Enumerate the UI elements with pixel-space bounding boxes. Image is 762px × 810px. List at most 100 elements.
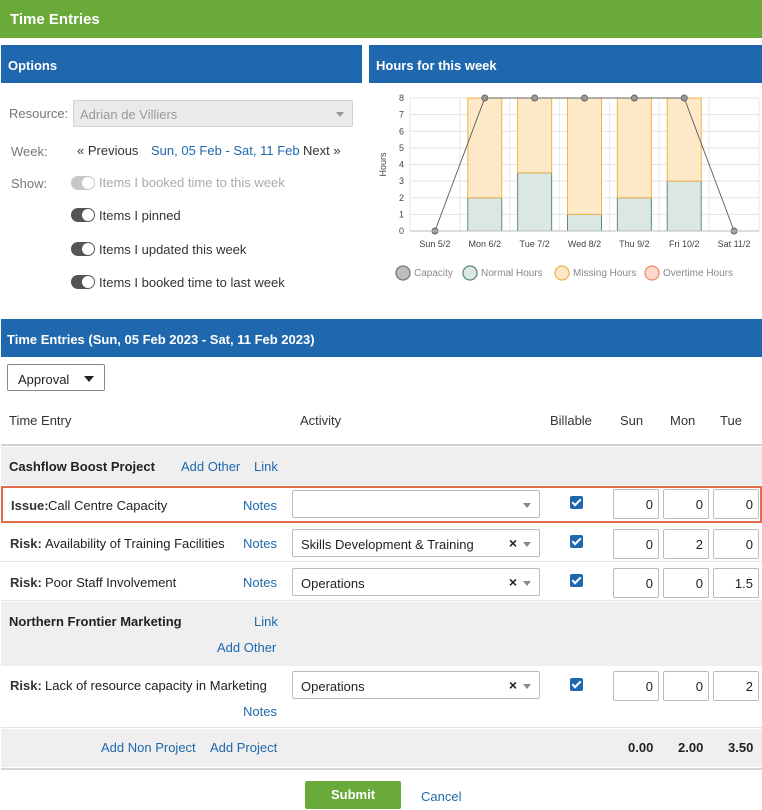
- bar-missing-hours: [567, 97, 602, 215]
- entry-name: Call Centre Capacity: [48, 498, 168, 513]
- tue-hours-input[interactable]: 1.5: [713, 568, 759, 598]
- group-link[interactable]: Link: [254, 614, 278, 629]
- legend-swatch: [554, 265, 570, 281]
- activity-value: Operations: [301, 576, 365, 591]
- options-panel: Resource: Adrian de Villiers Week: « Pre…: [1, 83, 362, 309]
- clear-icon[interactable]: ×: [508, 535, 517, 551]
- hours-chart-panel: 0 1 2 3 4 5 6 7 8 Hours Sun 5/2 Mon 6/2 Tue 7/2 Wed 8…: [369, 83, 762, 296]
- toggle-label-updated-this-week: Items I updated this week: [99, 242, 247, 257]
- toggle-pinned[interactable]: [71, 208, 95, 222]
- legend-swatch: [395, 265, 411, 281]
- legend-label: Overtime Hours: [663, 268, 733, 279]
- entry-name: Poor Staff Involvement: [45, 575, 177, 590]
- tue-hours-input[interactable]: 2: [713, 671, 759, 701]
- approval-dropdown[interactable]: Approval: [7, 364, 105, 391]
- billable-checkbox[interactable]: [570, 574, 583, 587]
- submit-button[interactable]: Submit: [305, 781, 401, 809]
- chevron-down-icon: [523, 542, 531, 547]
- sun-hours-input[interactable]: 0: [613, 671, 659, 701]
- app-title: Time Entries: [10, 11, 100, 28]
- x-tick-label: Fri 10/2: [669, 239, 700, 249]
- billable-checkbox[interactable]: [570, 496, 583, 509]
- chevron-down-icon: [523, 503, 531, 508]
- notes-link[interactable]: Notes: [243, 498, 277, 513]
- group-header: Northern Frontier Marketing Link Add Oth…: [1, 602, 762, 666]
- billable-checkbox[interactable]: [570, 535, 583, 548]
- tue-hours-input[interactable]: 0: [713, 489, 759, 519]
- group-name: Cashflow Boost Project: [9, 459, 155, 474]
- y-tick-label: 8: [399, 93, 404, 103]
- totals-row: Add Non Project Add Project 0.00 2.00 3.…: [1, 729, 762, 767]
- col-time-entry: Time Entry: [9, 413, 72, 428]
- x-tick-label: Mon 6/2: [469, 239, 502, 249]
- sun-hours-input[interactable]: 0: [613, 529, 659, 559]
- week-label: Week:: [11, 144, 48, 159]
- mon-hours-input[interactable]: 0: [663, 489, 709, 519]
- entry-type: Issue:: [11, 498, 49, 513]
- billable-checkbox[interactable]: [570, 678, 583, 691]
- capacity-point: [481, 94, 489, 102]
- y-axis-label: Hours: [378, 152, 388, 177]
- previous-week-link[interactable]: « Previous: [77, 143, 139, 158]
- legend-swatch: [644, 265, 660, 281]
- clear-icon[interactable]: ×: [508, 574, 517, 590]
- sun-hours-input[interactable]: 0: [613, 568, 659, 598]
- approval-label: Approval: [18, 372, 70, 387]
- add-project-link[interactable]: Add Project: [210, 740, 278, 755]
- add-other-link[interactable]: Add Other: [217, 640, 277, 655]
- y-tick-label: 7: [399, 110, 404, 120]
- col-mon: Mon: [670, 413, 696, 428]
- bar-missing-hours: [467, 97, 503, 199]
- total-mon: 2.00: [678, 740, 704, 755]
- sun-hours-input[interactable]: 0: [613, 489, 659, 519]
- col-billable: Billable: [550, 413, 592, 428]
- next-week-link[interactable]: Next »: [303, 143, 341, 158]
- toggle-updated-this-week[interactable]: [71, 242, 95, 256]
- add-non-project-link[interactable]: Add Non Project: [101, 740, 196, 755]
- bar-normal-hours: [467, 197, 503, 232]
- cancel-link[interactable]: Cancel: [421, 789, 462, 804]
- x-tick-label: Sun 5/2: [419, 239, 450, 249]
- notes-link[interactable]: Notes: [243, 704, 277, 719]
- week-range[interactable]: Sun, 05 Feb - Sat, 11 Feb: [151, 143, 300, 158]
- chevron-down-icon: [523, 684, 531, 689]
- footer-divider: [1, 768, 762, 770]
- add-other-link[interactable]: Add Other: [181, 459, 241, 474]
- y-tick-label: 4: [399, 160, 404, 170]
- y-tick-label: 5: [399, 143, 404, 153]
- mon-hours-input[interactable]: 0: [663, 671, 709, 701]
- y-tick-label: 6: [399, 126, 404, 136]
- entry-type: Risk:: [10, 536, 42, 551]
- activity-select[interactable]: [292, 490, 540, 518]
- app-title-bar: Time Entries: [0, 0, 762, 38]
- bar-normal-hours: [567, 213, 602, 232]
- notes-link[interactable]: Notes: [243, 536, 277, 551]
- toggle-booked-last-week[interactable]: [71, 275, 95, 289]
- mon-hours-input[interactable]: 0: [663, 568, 709, 598]
- resource-select: Adrian de Villiers: [73, 100, 353, 127]
- entry-name: Availability of Training Facilities: [45, 536, 225, 551]
- activity-select[interactable]: Skills Development & Training ×: [292, 529, 540, 557]
- y-tick-label: 2: [399, 193, 404, 203]
- toggle-label-booked-last-week: Items I booked time to last week: [99, 275, 285, 290]
- activity-select[interactable]: Operations ×: [292, 671, 540, 699]
- activity-value: Skills Development & Training: [301, 537, 474, 552]
- caret-down-icon: [84, 376, 94, 382]
- capacity-point: [680, 94, 688, 102]
- chart-panel-title: Hours for this week: [376, 58, 497, 73]
- mon-hours-input[interactable]: 2: [663, 529, 709, 559]
- group-link[interactable]: Link: [254, 459, 278, 474]
- legend-label: Normal Hours: [481, 268, 543, 279]
- capacity-point: [630, 94, 638, 102]
- options-panel-header: Options: [1, 45, 362, 83]
- header-divider: [1, 444, 762, 446]
- tue-hours-input[interactable]: 0: [713, 529, 759, 559]
- activity-select[interactable]: Operations ×: [292, 568, 540, 596]
- clear-icon[interactable]: ×: [508, 677, 517, 693]
- capacity-point: [581, 94, 588, 102]
- show-label: Show:: [11, 176, 48, 191]
- total-tue: 3.50: [728, 740, 754, 755]
- col-tue: Tue: [720, 413, 742, 428]
- x-tick-label: Wed 8/2: [568, 239, 601, 249]
- notes-link[interactable]: Notes: [243, 575, 277, 590]
